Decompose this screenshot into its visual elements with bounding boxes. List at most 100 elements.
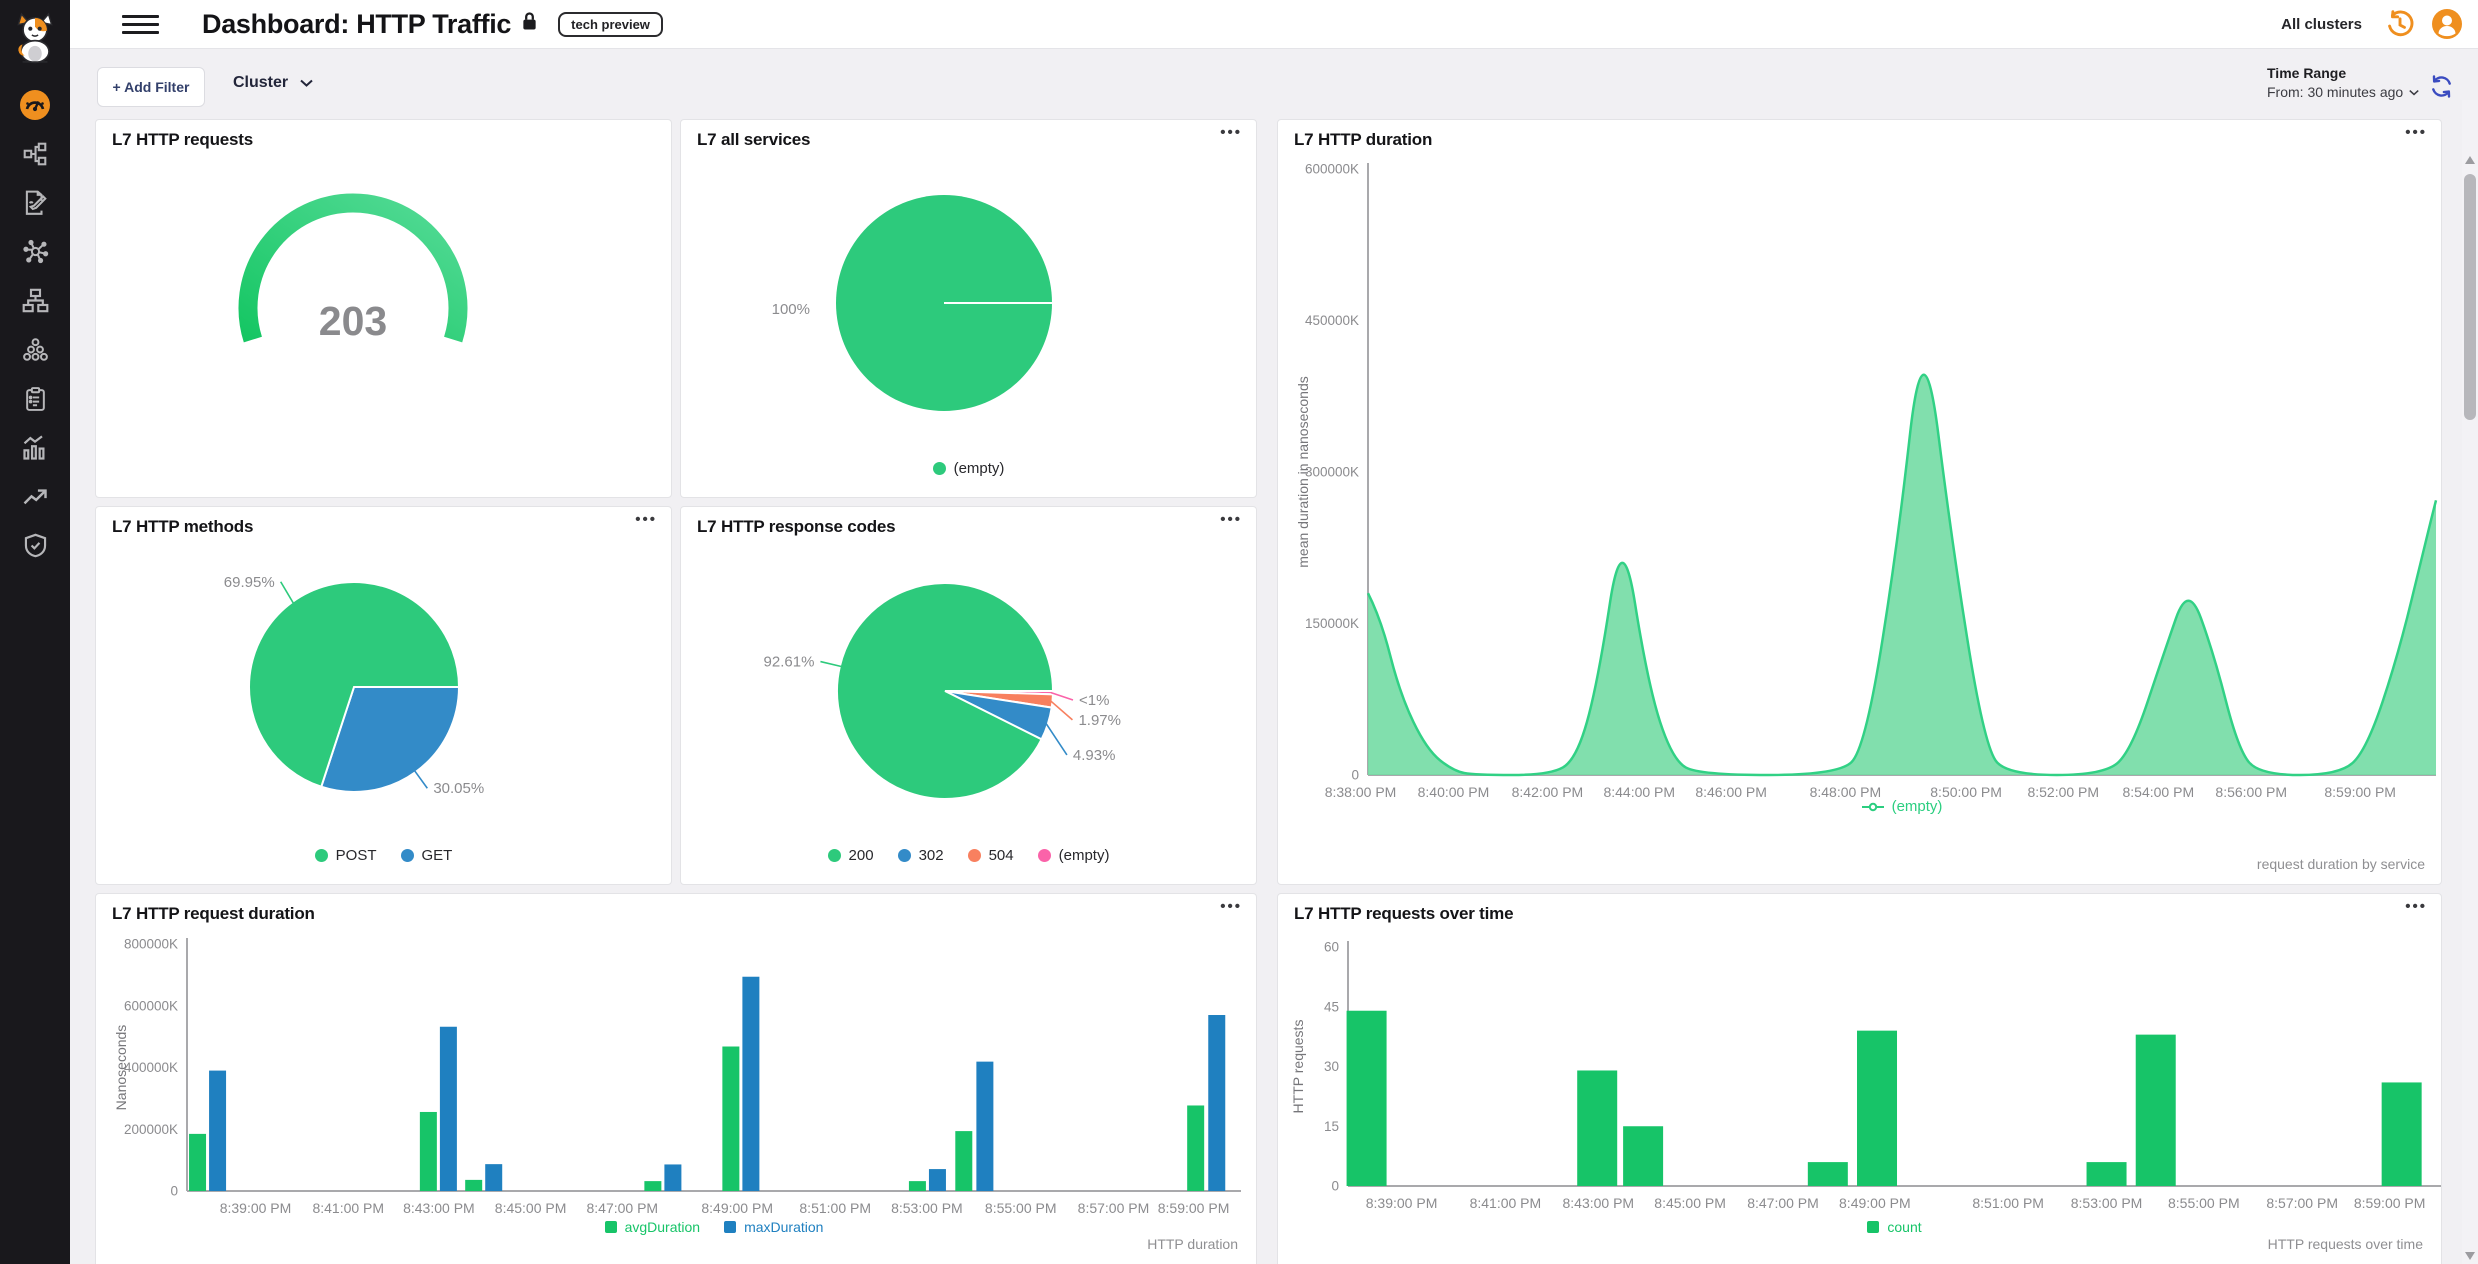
svg-text:Nanoseconds: Nanoseconds <box>113 1025 129 1111</box>
sidebar-item-analytics[interactable] <box>0 423 70 472</box>
svg-text:8:54:00 PM: 8:54:00 PM <box>2123 784 2195 800</box>
svg-text:600000K: 600000K <box>1305 162 1359 177</box>
menu-toggle-button[interactable] <box>122 9 159 39</box>
sidebar-item-reports[interactable] <box>0 178 70 227</box>
panel-menu-icon[interactable]: ••• <box>2405 898 2427 915</box>
panel-title: L7 HTTP request duration <box>112 904 315 923</box>
dashboard-content: + Add Filter Cluster Time Range From: 30… <box>70 49 2478 1264</box>
legend-item[interactable]: 302 <box>897 847 944 864</box>
history-button[interactable] <box>2384 9 2415 40</box>
chart-footer: HTTP duration <box>1147 1236 1238 1252</box>
legend-item[interactable]: 200 <box>827 847 874 864</box>
legend-marker <box>932 462 946 475</box>
svg-text:8:48:00 PM: 8:48:00 PM <box>1810 784 1882 800</box>
add-filter-button[interactable]: + Add Filter <box>97 67 205 107</box>
legend-item[interactable]: count <box>1867 1219 1922 1235</box>
panel-menu-icon[interactable]: ••• <box>1220 898 1242 915</box>
sidebar-item-clusters[interactable] <box>0 325 70 374</box>
cluster-filter-dropdown[interactable]: Cluster <box>233 74 313 92</box>
page-title: Dashboard: HTTP Traffic <box>202 8 512 39</box>
svg-text:1.97%: 1.97% <box>1078 712 1121 729</box>
svg-text:8:49:00 PM: 8:49:00 PM <box>701 1200 773 1216</box>
clipboard-list-icon <box>25 386 45 411</box>
tech-preview-badge: tech preview <box>558 11 663 37</box>
panel-menu-icon[interactable]: ••• <box>635 511 657 528</box>
legend-marker <box>827 849 841 862</box>
panel-l7-all-services: L7 all services ••• 100% (empty) <box>680 119 1257 498</box>
legend-item[interactable]: POST <box>314 847 377 864</box>
scroll-up-arrow-icon[interactable] <box>2465 156 2475 164</box>
scrollbar-thumb[interactable] <box>2464 174 2476 420</box>
panel-title: L7 HTTP methods <box>112 517 254 536</box>
sidebar-item-topology[interactable] <box>0 129 70 178</box>
panel-title: L7 HTTP requests <box>112 130 254 149</box>
trend-up-icon <box>23 488 47 504</box>
sidebar-item-runbooks[interactable] <box>0 374 70 423</box>
svg-text:0: 0 <box>1351 768 1359 783</box>
svg-text:8:55:00 PM: 8:55:00 PM <box>985 1200 1057 1216</box>
legend-item[interactable]: (empty) <box>1861 798 1942 815</box>
chart-legend: avgDuration maxDuration <box>187 1219 1241 1235</box>
svg-text:8:53:00 PM: 8:53:00 PM <box>891 1200 963 1216</box>
legend-marker <box>724 1221 737 1233</box>
svg-text:4.93%: 4.93% <box>1073 747 1116 764</box>
panel-title: L7 all services <box>697 130 811 149</box>
svg-text:8:38:00 PM: 8:38:00 PM <box>1325 784 1397 800</box>
svg-text:HTTP requests: HTTP requests <box>1290 1020 1306 1114</box>
panel-menu-icon[interactable]: ••• <box>1220 124 1242 141</box>
chevron-down-icon <box>2409 89 2419 95</box>
legend-item[interactable]: maxDuration <box>724 1219 823 1235</box>
sidebar-item-trends[interactable] <box>0 472 70 521</box>
sitemap-icon <box>22 288 48 313</box>
panel-menu-icon[interactable]: ••• <box>1220 511 1242 528</box>
svg-text:8:45:00 PM: 8:45:00 PM <box>1654 1195 1726 1211</box>
chart-legend: (empty) <box>1368 798 2436 815</box>
panel-title: L7 HTTP duration <box>1294 130 1433 149</box>
svg-text:8:50:00 PM: 8:50:00 PM <box>1930 784 2002 800</box>
svg-text:60: 60 <box>1324 940 1339 955</box>
top-bar: Dashboard: HTTP Traffic tech preview All… <box>70 0 2478 49</box>
scroll-down-arrow-icon[interactable] <box>2465 1252 2475 1260</box>
user-icon <box>2432 9 2462 39</box>
legend-label: avgDuration <box>624 1219 701 1235</box>
user-avatar[interactable] <box>2431 8 2463 40</box>
legend-label: 302 <box>918 847 944 864</box>
legend-label: 504 <box>988 847 1014 864</box>
svg-text:92.61%: 92.61% <box>764 654 815 671</box>
legend-item[interactable]: (empty) <box>932 460 1004 477</box>
svg-text:8:47:00 PM: 8:47:00 PM <box>1747 1195 1819 1211</box>
refresh-button[interactable] <box>2428 73 2455 100</box>
svg-text:450000K: 450000K <box>1305 313 1359 328</box>
time-range-selector[interactable]: Time Range From: 30 minutes ago <box>2267 65 2419 100</box>
panel-l7-http-requests-over-time: L7 HTTP requests over time ••• 0 15 30 45 60… <box>1277 893 2442 1264</box>
scrollbar-track[interactable] <box>2462 100 2478 1264</box>
chart-legend: 200 302 504 (empty) <box>681 847 1256 864</box>
sidebar-item-security[interactable] <box>0 521 70 570</box>
legend-marker <box>1867 1221 1880 1233</box>
legend-item[interactable]: (empty) <box>1037 847 1110 864</box>
cat-logo[interactable] <box>8 8 62 66</box>
chart-footer: request duration by service <box>2256 856 2425 872</box>
svg-text:8:39:00 PM: 8:39:00 PM <box>1366 1195 1438 1211</box>
legend-item[interactable]: avgDuration <box>604 1219 701 1235</box>
legend-label: (empty) <box>1058 847 1110 864</box>
svg-text:8:41:00 PM: 8:41:00 PM <box>1470 1195 1542 1211</box>
panel-l7-http-duration: L7 HTTP duration ••• 0 150000K 300000K 4500… <box>1277 119 2442 885</box>
svg-text:8:59:00 PM: 8:59:00 PM <box>2354 1195 2426 1211</box>
svg-text:8:45:00 PM: 8:45:00 PM <box>495 1200 567 1216</box>
svg-text:8:40:00 PM: 8:40:00 PM <box>1418 784 1490 800</box>
all-clusters-selector[interactable]: All clusters <box>2281 15 2362 33</box>
svg-text:30: 30 <box>1324 1059 1339 1074</box>
report-edit-icon <box>25 190 47 215</box>
chart-footer: HTTP requests over time <box>2267 1236 2423 1252</box>
chart-legend: count <box>1348 1219 2441 1235</box>
sidebar-item-sitemap[interactable] <box>0 276 70 325</box>
sidebar-item-service-map[interactable] <box>0 227 70 276</box>
legend-item[interactable]: 504 <box>967 847 1014 864</box>
panel-menu-icon[interactable]: ••• <box>2405 124 2427 141</box>
sidebar-item-dashboards[interactable] <box>0 80 70 129</box>
svg-text:8:55:00 PM: 8:55:00 PM <box>2168 1195 2240 1211</box>
svg-text:100%: 100% <box>772 301 810 318</box>
legend-item[interactable]: GET <box>400 847 452 864</box>
cluster-group-icon <box>22 338 48 361</box>
